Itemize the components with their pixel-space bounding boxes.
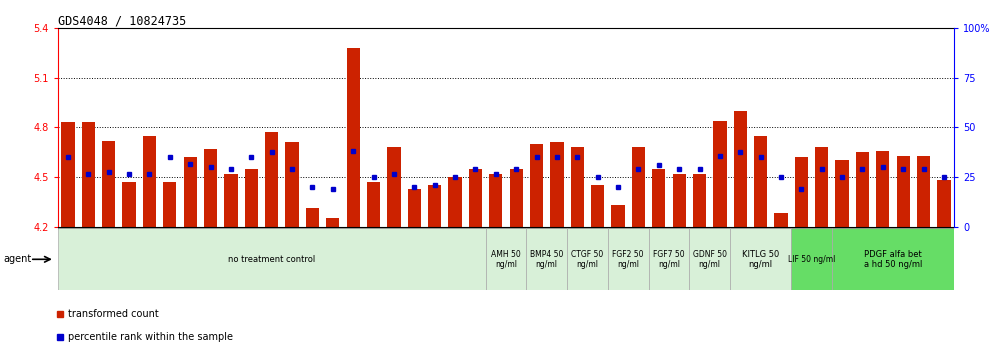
Bar	[326, 218, 340, 227]
Bar	[856, 152, 870, 227]
Text: percentile rank within the sample: percentile rank within the sample	[68, 332, 233, 342]
Bar	[123, 182, 135, 227]
Bar	[713, 121, 726, 227]
Bar	[791, 228, 832, 290]
Bar	[486, 228, 526, 290]
Bar	[937, 180, 950, 227]
Bar	[730, 228, 791, 290]
Text: FGF2 50
ng/ml: FGF2 50 ng/ml	[613, 250, 644, 269]
Text: AMH 50
ng/ml: AMH 50 ng/ml	[491, 250, 521, 269]
Bar	[693, 174, 706, 227]
Bar	[387, 147, 400, 227]
Bar	[774, 213, 788, 227]
Bar	[204, 149, 217, 227]
Bar	[163, 182, 176, 227]
Bar	[836, 160, 849, 227]
Bar	[672, 174, 686, 227]
Bar	[567, 228, 608, 290]
Bar	[612, 205, 624, 227]
Bar	[245, 169, 258, 227]
Bar	[734, 111, 747, 227]
Bar	[367, 182, 380, 227]
Text: KITLG 50
ng/ml: KITLG 50 ng/ml	[742, 250, 779, 269]
Bar	[82, 122, 95, 227]
Bar	[407, 189, 421, 227]
Bar	[754, 136, 767, 227]
Bar	[265, 132, 278, 227]
Bar	[183, 157, 197, 227]
Bar	[224, 174, 238, 227]
Text: PDGF alfa bet
a hd 50 ng/ml: PDGF alfa bet a hd 50 ng/ml	[864, 250, 922, 269]
Text: no treatment control: no treatment control	[228, 255, 316, 264]
Bar	[102, 141, 116, 227]
Bar	[306, 209, 319, 227]
Text: GDS4048 / 10824735: GDS4048 / 10824735	[58, 14, 186, 27]
Bar	[815, 147, 829, 227]
Bar	[489, 174, 502, 227]
Bar	[469, 169, 482, 227]
Bar	[917, 155, 930, 227]
Bar	[648, 228, 689, 290]
Bar	[631, 147, 645, 227]
Bar	[58, 228, 486, 290]
Bar	[142, 136, 156, 227]
Bar	[652, 169, 665, 227]
Bar	[448, 177, 462, 227]
Bar	[896, 155, 910, 227]
Text: agent: agent	[3, 254, 31, 264]
Bar	[795, 157, 808, 227]
Bar	[510, 169, 523, 227]
Bar	[550, 142, 564, 227]
Bar	[571, 147, 584, 227]
Bar	[428, 185, 441, 227]
Bar	[62, 122, 75, 227]
Bar	[832, 228, 954, 290]
Bar	[286, 142, 299, 227]
Bar	[608, 228, 648, 290]
Text: FGF7 50
ng/ml: FGF7 50 ng/ml	[653, 250, 685, 269]
Bar	[530, 144, 543, 227]
Bar	[526, 228, 567, 290]
Bar	[591, 185, 605, 227]
Text: CTGF 50
ng/ml: CTGF 50 ng/ml	[572, 250, 604, 269]
Bar	[347, 48, 360, 227]
Text: BMP4 50
ng/ml: BMP4 50 ng/ml	[530, 250, 564, 269]
Text: GDNF 50
ng/ml: GDNF 50 ng/ml	[692, 250, 727, 269]
Bar	[876, 150, 889, 227]
Text: LIF 50 ng/ml: LIF 50 ng/ml	[788, 255, 836, 264]
Text: transformed count: transformed count	[68, 309, 158, 319]
Bar	[689, 228, 730, 290]
